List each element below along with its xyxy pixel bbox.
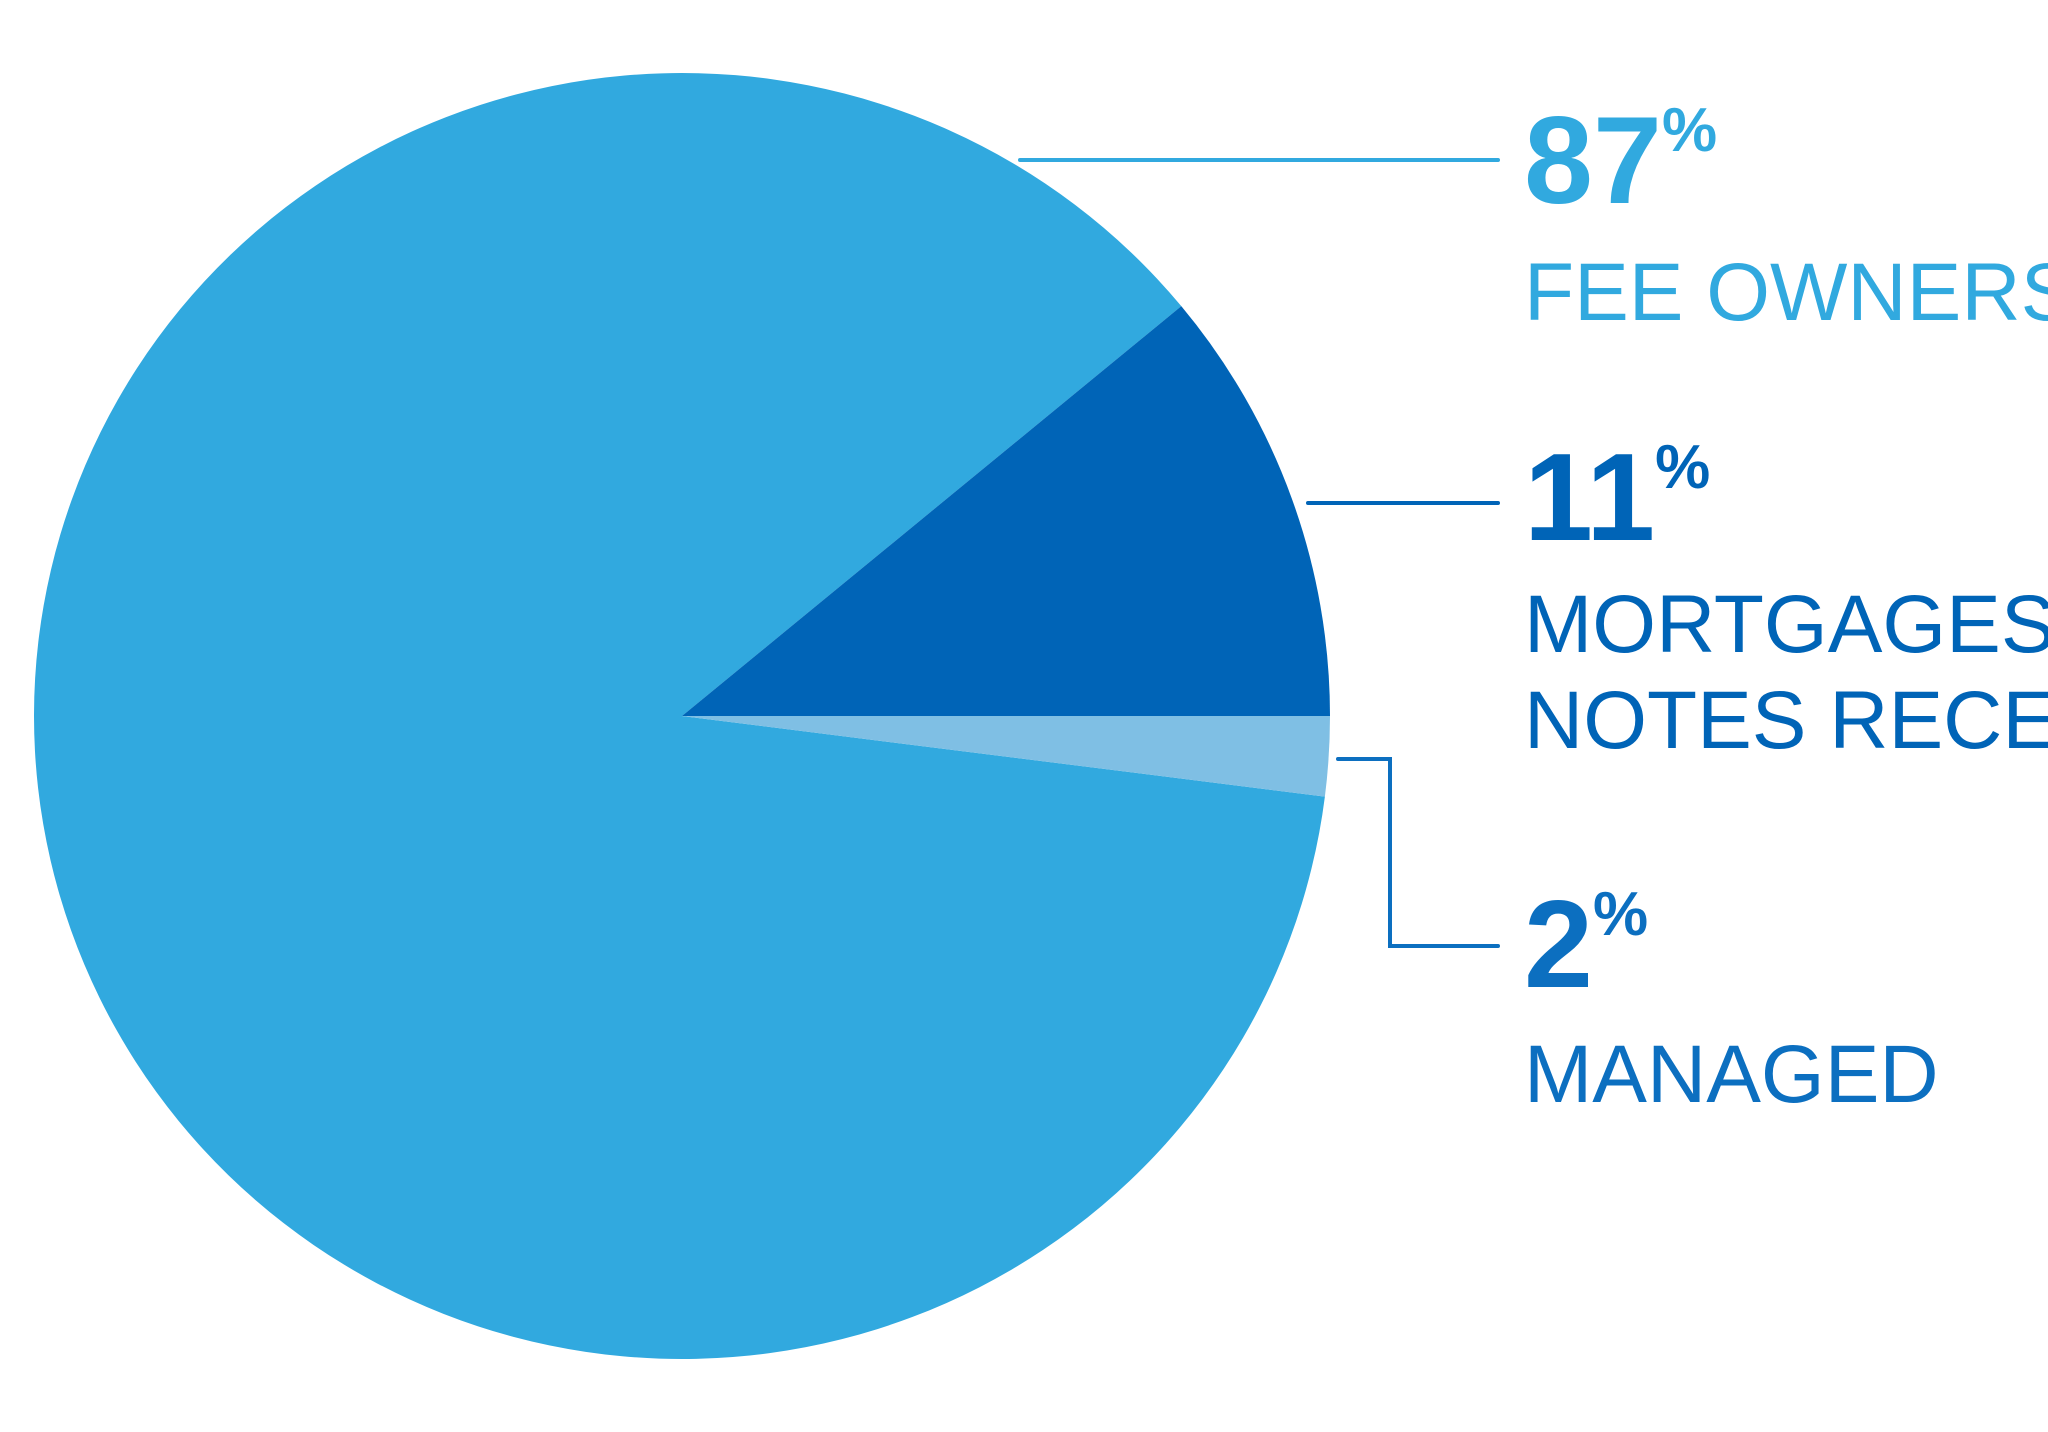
slice-2-label-line-1: MORTGAGES/ <box>1524 579 2048 670</box>
leader-line-managed <box>1336 757 1500 948</box>
slice-1-value: 87% <box>1524 92 1717 230</box>
slice-2-value: 11% <box>1524 429 1710 567</box>
slice-3-value: 2% <box>1524 876 1648 1014</box>
slice-fee-ownership <box>34 73 1325 1360</box>
leader-lines <box>1018 158 1500 948</box>
label-managed: 2% MANAGED <box>1524 876 1939 1120</box>
slice-2-label-line-2: NOTES RECEIVABLE <box>1524 675 2048 766</box>
slice-1-label-line-1: FEE OWNERSHIP <box>1524 247 2048 338</box>
slice-managed <box>682 716 1330 797</box>
label-fee-ownership: 87% FEE OWNERSHIP <box>1524 92 2048 338</box>
slice-3-label-line-1: MANAGED <box>1524 1029 1939 1120</box>
label-mortgages-notes-receivable: 11% MORTGAGES/ NOTES RECEIVABLE <box>1524 429 2048 766</box>
slice-mortgages-notes-receivable <box>682 306 1330 716</box>
pie-slices <box>34 73 1330 1360</box>
